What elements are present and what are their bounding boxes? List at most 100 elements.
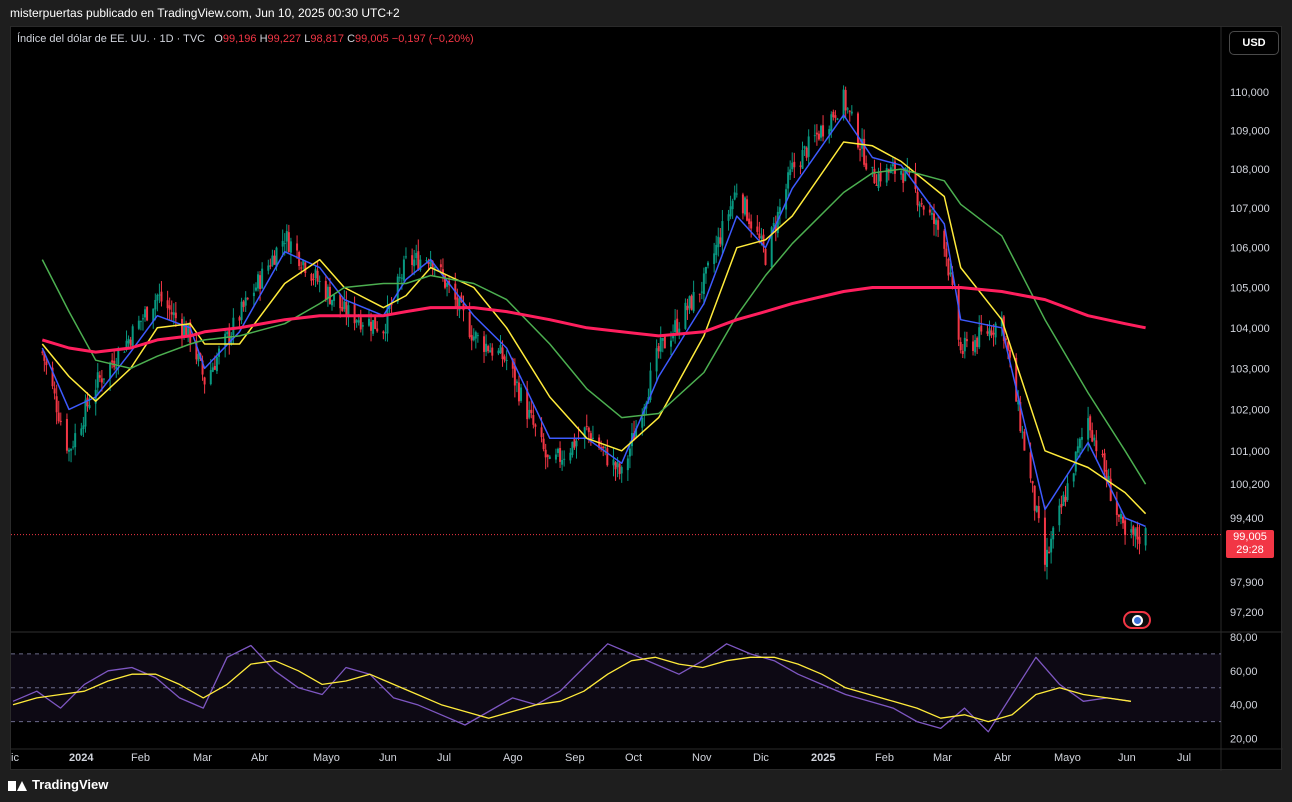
- candle: [1046, 537, 1049, 580]
- candle: [1103, 448, 1106, 480]
- candle: [589, 430, 592, 446]
- candle: [470, 325, 473, 351]
- candle-body: [427, 262, 430, 264]
- us-flag-icon[interactable]: [1123, 611, 1151, 629]
- candle: [571, 441, 574, 458]
- candle-body: [269, 265, 272, 267]
- candle-body: [326, 286, 329, 299]
- candle-body: [850, 111, 853, 114]
- legend-open-label: O: [214, 33, 223, 45]
- candle: [706, 260, 709, 269]
- candle-body: [503, 356, 506, 361]
- candle-body: [916, 191, 919, 206]
- candle-body: [141, 318, 144, 320]
- symbol-legend[interactable]: Índice del dólar de EE. UU. · 1D · TVC O…: [17, 33, 474, 45]
- candle: [815, 124, 818, 146]
- candle-body: [1093, 437, 1096, 441]
- candle-body: [170, 312, 173, 315]
- footer-brand[interactable]: TradingView: [8, 777, 108, 792]
- publish-caption: misterpuertas publicado en TradingView.c…: [10, 6, 400, 20]
- candle: [152, 308, 155, 329]
- candle: [807, 129, 810, 166]
- candle: [1043, 505, 1046, 572]
- candle: [367, 308, 370, 327]
- candle-body: [152, 308, 155, 322]
- candle-body: [259, 275, 262, 290]
- candle-body: [949, 272, 952, 275]
- candle: [526, 380, 529, 428]
- candle-body: [1048, 551, 1051, 553]
- candle-body: [583, 427, 586, 438]
- candle-body: [1050, 538, 1053, 553]
- candle-body: [390, 304, 393, 306]
- candle: [51, 361, 54, 390]
- candle: [836, 117, 839, 121]
- time-tick-label: Feb: [875, 752, 894, 764]
- candle: [433, 266, 436, 276]
- candle: [922, 204, 925, 216]
- osc-tick-label: 40,00: [1230, 700, 1258, 712]
- candle: [41, 350, 44, 356]
- candle: [774, 215, 777, 242]
- candle-body: [959, 341, 962, 351]
- candle: [822, 115, 825, 142]
- candle: [943, 228, 946, 257]
- candle-body: [402, 259, 405, 281]
- candle: [404, 247, 407, 260]
- candle-body: [1124, 520, 1127, 535]
- candle: [302, 259, 305, 270]
- candle-body: [842, 89, 845, 119]
- candle-body: [115, 366, 118, 370]
- candle-body: [146, 307, 149, 321]
- legend-symbol[interactable]: Índice del dólar de EE. UU. · 1D · TVC: [17, 33, 206, 45]
- candle-body: [908, 171, 911, 174]
- candle-body: [659, 337, 662, 352]
- candle: [273, 250, 276, 265]
- candle: [945, 242, 948, 267]
- candle: [59, 412, 62, 426]
- candle: [963, 331, 966, 359]
- candle-body: [82, 425, 85, 430]
- candle-body: [154, 299, 157, 310]
- candle-body: [59, 420, 62, 423]
- candle-body: [370, 321, 373, 331]
- chart-canvas[interactable]: 110,000 109,000 108,000 107,000 106,000 105,0…: [11, 27, 1283, 771]
- candle-body: [398, 277, 401, 279]
- candle-body: [904, 168, 907, 182]
- candle-body: [224, 333, 227, 346]
- candle: [415, 244, 418, 266]
- candle: [503, 354, 506, 363]
- candle-body: [1107, 476, 1110, 482]
- chart-frame[interactable]: 110,000 109,000 108,000 107,000 106,000 105,0…: [10, 26, 1283, 771]
- candle: [476, 332, 479, 343]
- candle-body: [515, 381, 518, 383]
- candle: [965, 331, 968, 348]
- candle: [497, 347, 500, 356]
- candle-body: [417, 251, 420, 270]
- candle-body: [429, 259, 432, 267]
- candle-body: [994, 323, 997, 338]
- candle: [1089, 414, 1092, 438]
- candle-body: [419, 259, 422, 270]
- currency-button[interactable]: USD: [1229, 31, 1279, 55]
- candle-body: [1144, 528, 1147, 546]
- candle-body: [489, 350, 492, 353]
- candle-body: [137, 320, 140, 329]
- candle-body: [920, 203, 923, 205]
- candle-body: [131, 326, 134, 348]
- candle: [419, 255, 422, 272]
- candle: [181, 313, 184, 348]
- candle: [156, 293, 159, 312]
- candle: [764, 246, 767, 266]
- candle-body: [990, 330, 993, 336]
- candle: [326, 284, 329, 307]
- candle: [384, 323, 387, 342]
- candle: [859, 137, 862, 162]
- candle-body: [976, 337, 979, 347]
- candle: [252, 283, 255, 308]
- candle-body: [1035, 505, 1038, 512]
- candle: [715, 235, 718, 263]
- candle-body: [111, 360, 114, 363]
- candle-body: [875, 184, 878, 186]
- candle-body: [727, 214, 730, 221]
